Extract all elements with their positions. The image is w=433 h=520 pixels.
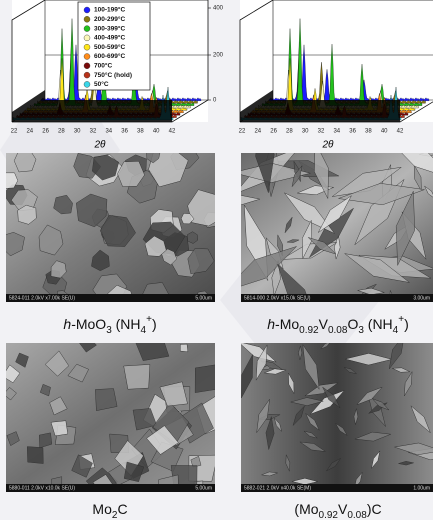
- sem-image: 5824-011 2.0kV x7.00k SE(U) 5.00um: [0, 146, 226, 313]
- caption-part: -MoO: [71, 316, 106, 332]
- y-tick-label: 200: [213, 53, 224, 59]
- x-tick-label: 32: [318, 129, 325, 135]
- x-tick-label: 30: [302, 129, 309, 135]
- x-tick-label: 36: [349, 129, 356, 135]
- figure: h-MoO3 (NH4+) h-Mo0.92V0.08O3 (NH4+) Mo2…: [0, 0, 433, 520]
- x-tick-label: 32: [90, 129, 97, 135]
- legend-marker: [84, 81, 90, 87]
- caption-part: h: [267, 316, 275, 332]
- legend-label: 750°C (hold): [94, 71, 132, 79]
- x-tick-label: 30: [74, 129, 81, 135]
- sem-info: 5814-000 2.0kV x15.0k SE(U): [244, 295, 311, 301]
- caption-part: h: [63, 316, 71, 332]
- x-tick-label: 40: [153, 129, 160, 135]
- caption-part: )C: [367, 501, 382, 517]
- legend-label: 400-499°C: [94, 34, 125, 42]
- caption-part: 0.92: [299, 325, 319, 336]
- x-tick-label: 28: [286, 129, 293, 135]
- caption-part: ): [404, 316, 409, 332]
- caption-part: -Mo: [275, 316, 299, 332]
- legend-marker: [84, 26, 90, 32]
- x-tick-label: 38: [365, 129, 372, 135]
- x-tick-label: 22: [11, 129, 18, 135]
- legend-label: 50°C: [94, 80, 109, 88]
- caption-part: 0.92: [319, 510, 339, 520]
- sem-scale: 5.00um: [195, 485, 212, 491]
- legend-marker: [84, 72, 90, 78]
- caption-part: Mo: [92, 501, 112, 517]
- sem-info: 5882-021 2.0kV x40.0k SE(M): [244, 485, 311, 491]
- x-tick-label: 28: [58, 129, 65, 135]
- x-axis-label: 2θ: [322, 140, 335, 151]
- caption-part: (Mo: [294, 501, 318, 517]
- x-tick-label: 42: [169, 129, 176, 135]
- x-tick-label: 26: [42, 129, 49, 135]
- x-tick-label: 24: [26, 129, 33, 135]
- caption-part: C: [117, 501, 127, 517]
- legend-label: 100-199°C: [94, 6, 125, 14]
- x-tick-label: 36: [121, 129, 128, 135]
- legend-marker: [84, 35, 90, 41]
- sem-texture: [180, 344, 188, 352]
- caption-part: 4: [141, 325, 147, 336]
- x-tick-label: 42: [397, 129, 404, 135]
- sem-image: 5880-011 2.0kV x10.0k SE(U) 5.00um: [2, 331, 232, 500]
- x-tick-label: 22: [239, 129, 246, 135]
- legend-label: 700°C: [94, 62, 112, 70]
- sem-info: 5824-011 2.0kV x7.00k SE(U): [9, 295, 75, 301]
- x-tick-label: 26: [270, 129, 277, 135]
- sem-texture: [124, 364, 150, 389]
- legend-marker: [84, 54, 90, 60]
- y-tick-label: 400: [213, 6, 224, 12]
- caption-part: 0.08: [328, 325, 348, 336]
- legend-label: 500-599°C: [94, 43, 125, 51]
- x-tick-label: 34: [333, 129, 340, 135]
- legend-label: 300-399°C: [94, 24, 125, 32]
- x-axis-label: 2θ: [94, 140, 107, 151]
- legend-label: 600-699°C: [94, 52, 125, 60]
- caption-part: (NH: [364, 316, 393, 332]
- sem-info: 5880-011 2.0kV x10.0k SE(U): [9, 485, 75, 491]
- caption-part: ): [152, 316, 157, 332]
- sem-scale: 1.00um: [413, 485, 430, 491]
- x-tick-label: 34: [105, 129, 112, 135]
- sem-scale: 3.00um: [413, 295, 430, 301]
- caption-part: O: [347, 316, 358, 332]
- legend-label: 200-299°C: [94, 15, 125, 23]
- caption-part: 0.08: [347, 510, 367, 520]
- x-tick-label: 38: [137, 129, 144, 135]
- legend-marker: [84, 16, 90, 22]
- sem-image: 5882-021 2.0kV x40.0k SE(M) 1.00um: [238, 334, 433, 496]
- sem-texture: [27, 447, 43, 464]
- sem-scale: 5.00um: [195, 295, 212, 301]
- caption-part: 4: [393, 325, 399, 336]
- legend-marker: [84, 63, 90, 69]
- legend-marker: [84, 44, 90, 50]
- caption-part: (NH: [112, 316, 141, 332]
- x-tick-label: 24: [254, 129, 261, 135]
- sem-texture: [95, 389, 117, 411]
- x-tick-label: 40: [381, 129, 388, 135]
- legend-marker: [84, 7, 90, 13]
